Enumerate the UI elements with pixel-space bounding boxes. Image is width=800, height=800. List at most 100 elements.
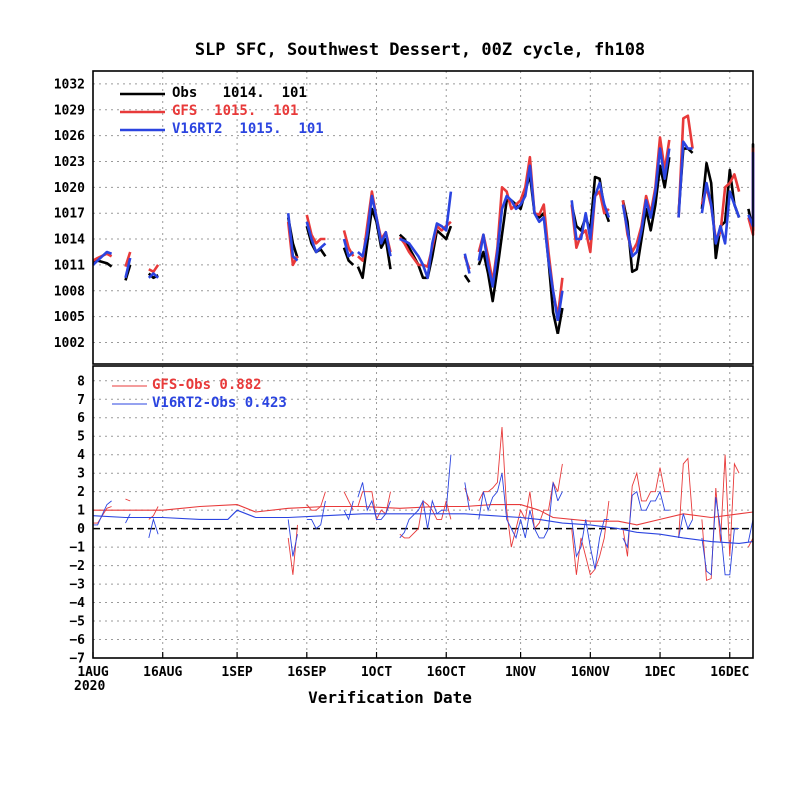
- bottom-y-tick-label: −5: [69, 615, 85, 630]
- series-line-obs: [342, 247, 355, 266]
- top-y-tick-label: 1029: [54, 103, 85, 118]
- x-tick-label: 16SEP: [287, 665, 326, 680]
- series-line-v16rt2: [570, 181, 611, 241]
- series-line-v16rt2: [305, 221, 327, 254]
- top-y-tick-labels: 1002 1005 1008 1011 1014 1017 1020 1023 1026 1029…: [54, 77, 85, 351]
- bottom-y-tick-label: −3: [69, 578, 85, 593]
- diff-line-v16rt2-obs: [622, 490, 670, 549]
- diff-line-gfs-obs: [478, 426, 559, 548]
- diff-line-v16rt2-obs: [557, 491, 563, 502]
- diff-line-gfs-obs: [557, 463, 563, 492]
- top-y-tick-label: 1023: [54, 155, 85, 170]
- series-line-gfs: [124, 251, 132, 267]
- x-tick-label: 1SEP: [221, 665, 252, 680]
- series-line-gfs: [305, 214, 326, 245]
- bottom-series: [92, 426, 754, 582]
- top-legend: Obs 1014. 101 GFS 1015. 101 V16RT2 1015. 1…: [120, 85, 324, 137]
- diff-line-v16rt2-obs: [148, 517, 159, 539]
- series-line-v16rt2: [677, 140, 693, 218]
- series-line-v16rt2: [286, 213, 299, 262]
- x-tick-label: 16AUG: [143, 665, 182, 680]
- bottom-y-tick-labels: −7 −6 −5 −4 −3 −2 −1 0 1 2 3 4 5 6 7 8: [69, 374, 85, 666]
- bottom-y-tick-label: 8: [77, 374, 85, 389]
- bottom-y-tick-label: 6: [77, 411, 85, 426]
- series-line-v16rt2: [700, 181, 741, 245]
- bottom-y-tick-label: −2: [69, 559, 85, 574]
- top-series: [92, 114, 755, 335]
- diff-line-v16rt2-obs: [571, 518, 609, 570]
- diff-line-v16rt2-obs: [93, 500, 112, 526]
- diff-line-v16rt2-obs: [464, 482, 470, 511]
- bottom-y-tick-label: 4: [77, 448, 85, 463]
- top-y-tick-label: 1005: [54, 310, 85, 325]
- series-line-obs: [621, 157, 671, 274]
- x-tick-label: 1NOV: [505, 665, 536, 680]
- x-year-label: 2020: [74, 679, 105, 694]
- legend-entry-obs: Obs 1014. 101: [172, 85, 307, 101]
- mean-line-v16rt2-obs: [92, 509, 754, 544]
- series-line-v16rt2: [147, 272, 159, 279]
- diff-line-gfs-obs: [125, 498, 131, 502]
- diff-line-v16rt2-obs: [357, 482, 391, 520]
- series-line-obs: [356, 207, 392, 280]
- diff-line-v16rt2-obs: [478, 473, 559, 540]
- top-panel: 1002 1005 1008 1011 1014 1017 1020 1023 1026 1029…: [54, 70, 755, 365]
- x-tick-label: 1AUG: [77, 665, 108, 680]
- bottom-panel: −7 −6 −5 −4 −3 −2 −1 0 1 2 3 4 5 6 7 8 GFS-Obs 0.882 V16…: [69, 365, 754, 667]
- legend-entry-v16rt2-obs: V16RT2-Obs 0.423: [152, 395, 287, 411]
- legend-entry-gfs: GFS 1015. 101: [172, 103, 298, 119]
- series-line-v16rt2: [92, 250, 113, 266]
- bottom-y-tick-label: 0: [77, 522, 85, 537]
- top-y-tick-label: 1020: [54, 181, 85, 196]
- series-line-v16rt2: [357, 194, 392, 258]
- bottom-y-tick-label: 5: [77, 430, 85, 445]
- series-line-v16rt2: [463, 253, 471, 274]
- diff-line-gfs-obs: [571, 500, 610, 576]
- diff-line-gfs-obs: [701, 454, 740, 582]
- bottom-y-tick-label: 3: [77, 467, 85, 482]
- legend-entry-v16rt2: V16RT2 1015. 101: [172, 121, 324, 137]
- diff-line-v16rt2-obs: [306, 500, 326, 530]
- x-axis-label: Verification Date: [308, 688, 472, 707]
- diff-line-v16rt2-obs: [701, 497, 740, 576]
- bottom-y-tick-label: 1: [77, 504, 85, 519]
- series-line-v16rt2: [399, 191, 453, 280]
- mean-line-gfs-obs: [93, 504, 754, 526]
- bottom-y-tick-label: 7: [77, 393, 85, 408]
- series-line-v16rt2: [477, 164, 560, 322]
- chart-title: SLP SFC, Southwest Dessert, 00Z cycle, f…: [195, 40, 645, 60]
- bottom-panel-frame: [92, 365, 754, 659]
- top-y-tick-label: 1026: [54, 129, 85, 144]
- top-y-tick-label: 1011: [54, 258, 85, 273]
- diff-line-gfs-obs: [148, 506, 159, 520]
- diff-line-v16rt2-obs: [399, 454, 452, 539]
- x-tick-labels: 1AUG 16AUG 1SEP 16SEP 1OCT 16OCT 1NOV 16NOV 1DEC…: [77, 652, 749, 680]
- diff-line-gfs-obs: [357, 491, 391, 521]
- series-line-obs: [556, 307, 564, 335]
- series-line-v16rt2: [124, 257, 132, 279]
- series-line-v16rt2: [556, 290, 564, 322]
- bottom-y-tick-label: −4: [69, 596, 85, 611]
- bottom-y-tick-label: 2: [77, 485, 85, 500]
- x-tick-label: 1OCT: [361, 665, 392, 680]
- diff-line-gfs-obs: [399, 500, 452, 539]
- diff-line-v16rt2-obs: [287, 519, 298, 557]
- top-y-tick-label: 1002: [54, 336, 85, 351]
- series-line-obs: [477, 173, 560, 335]
- diff-line-v16rt2-obs: [678, 513, 694, 538]
- bottom-y-tick-label: −7: [69, 652, 85, 667]
- x-tick-label: 1DEC: [644, 665, 675, 680]
- bottom-legend: GFS-Obs 0.882 V16RT2-Obs 0.423: [112, 377, 287, 411]
- legend-entry-gfs-obs: GFS-Obs 0.882: [152, 377, 262, 393]
- bottom-grid: [93, 366, 753, 658]
- diff-line-gfs-obs: [622, 467, 670, 557]
- series-line-obs: [463, 274, 471, 283]
- series-line-v16rt2: [621, 147, 671, 258]
- top-y-tick-label: 1017: [54, 207, 85, 222]
- top-y-tick-label: 1008: [54, 284, 85, 299]
- bottom-y-tick-label: −1: [69, 541, 85, 556]
- series-line-gfs: [570, 190, 610, 254]
- top-y-tick-label: 1014: [54, 233, 85, 248]
- top-panel-frame: [92, 70, 754, 365]
